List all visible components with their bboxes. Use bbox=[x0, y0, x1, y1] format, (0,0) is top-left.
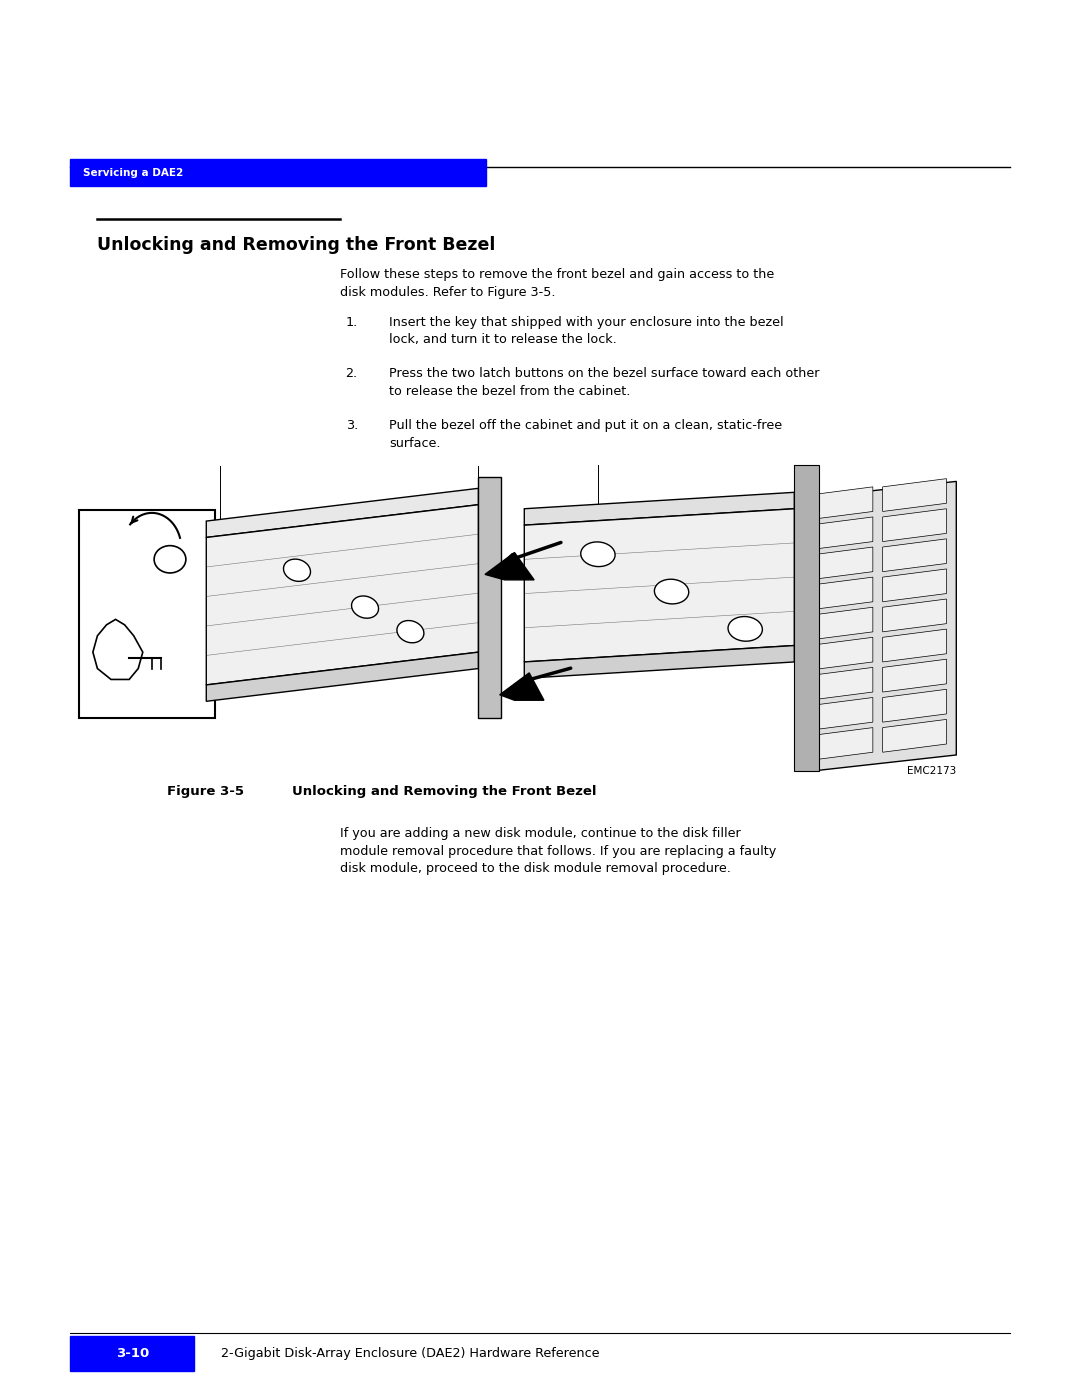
Polygon shape bbox=[206, 652, 478, 701]
Polygon shape bbox=[882, 689, 946, 722]
Polygon shape bbox=[500, 673, 544, 700]
Polygon shape bbox=[882, 599, 946, 631]
Polygon shape bbox=[809, 697, 873, 731]
Polygon shape bbox=[882, 659, 946, 692]
Polygon shape bbox=[809, 488, 873, 520]
Polygon shape bbox=[524, 509, 794, 662]
Polygon shape bbox=[809, 637, 873, 671]
Text: Pull the bezel off the cabinet and put it on a clean, static-free
surface.: Pull the bezel off the cabinet and put i… bbox=[389, 419, 782, 450]
Ellipse shape bbox=[154, 546, 186, 573]
Ellipse shape bbox=[581, 542, 616, 567]
Polygon shape bbox=[882, 479, 946, 511]
Polygon shape bbox=[882, 509, 946, 542]
Polygon shape bbox=[478, 478, 501, 718]
Polygon shape bbox=[485, 553, 535, 580]
Ellipse shape bbox=[654, 580, 689, 604]
Ellipse shape bbox=[728, 616, 762, 641]
Polygon shape bbox=[809, 517, 873, 550]
Polygon shape bbox=[809, 482, 956, 771]
Polygon shape bbox=[206, 489, 478, 538]
Text: Unlocking and Removing the Front Bezel: Unlocking and Removing the Front Bezel bbox=[97, 236, 496, 254]
Polygon shape bbox=[882, 629, 946, 662]
Text: Press the two latch buttons on the bezel surface toward each other
to release th: Press the two latch buttons on the bezel… bbox=[389, 367, 820, 398]
Text: 3-10: 3-10 bbox=[116, 1347, 149, 1361]
Polygon shape bbox=[809, 668, 873, 700]
Polygon shape bbox=[809, 577, 873, 610]
Text: Unlocking and Removing the Front Bezel: Unlocking and Removing the Front Bezel bbox=[292, 785, 596, 798]
Polygon shape bbox=[882, 569, 946, 602]
Polygon shape bbox=[794, 465, 819, 771]
Text: If you are adding a new disk module, continue to the disk filler
module removal : If you are adding a new disk module, con… bbox=[340, 827, 777, 875]
Bar bbox=[79, 510, 215, 718]
Text: Servicing a DAE2: Servicing a DAE2 bbox=[83, 168, 184, 177]
Text: 2.: 2. bbox=[346, 367, 357, 380]
Polygon shape bbox=[93, 619, 143, 679]
Ellipse shape bbox=[284, 559, 310, 581]
Text: 1.: 1. bbox=[346, 316, 357, 328]
Text: 3.: 3. bbox=[346, 419, 357, 432]
Polygon shape bbox=[809, 728, 873, 760]
Text: 2-Gigabit Disk-Array Enclosure (DAE2) Hardware Reference: 2-Gigabit Disk-Array Enclosure (DAE2) Ha… bbox=[221, 1347, 599, 1361]
Polygon shape bbox=[524, 492, 794, 525]
Text: Figure 3-5: Figure 3-5 bbox=[167, 785, 244, 798]
Polygon shape bbox=[882, 539, 946, 571]
Polygon shape bbox=[809, 608, 873, 640]
Bar bbox=[70, 159, 486, 186]
Polygon shape bbox=[206, 504, 478, 685]
Text: Insert the key that shipped with your enclosure into the bezel
lock, and turn it: Insert the key that shipped with your en… bbox=[389, 316, 783, 346]
Text: Follow these steps to remove the front bezel and gain access to the
disk modules: Follow these steps to remove the front b… bbox=[340, 268, 774, 299]
Text: EMC2173: EMC2173 bbox=[906, 766, 956, 775]
Polygon shape bbox=[524, 645, 794, 679]
Ellipse shape bbox=[352, 597, 378, 619]
Ellipse shape bbox=[397, 620, 423, 643]
Polygon shape bbox=[882, 719, 946, 752]
Bar bbox=[70, 1336, 194, 1372]
Polygon shape bbox=[809, 548, 873, 580]
